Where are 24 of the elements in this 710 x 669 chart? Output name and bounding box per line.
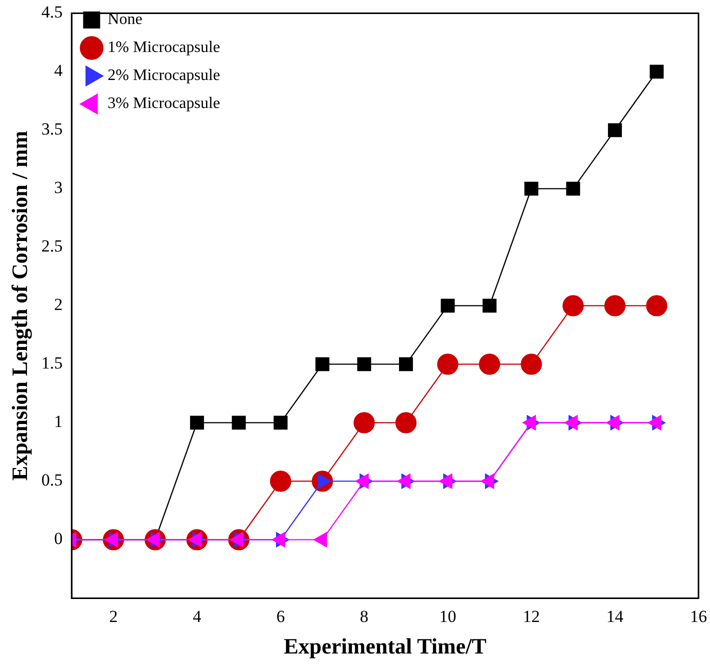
y-tick-label: 2.5	[41, 236, 63, 256]
y-tick-label: 3	[54, 178, 63, 198]
x-axis-title: Experimental Time/T	[284, 633, 487, 658]
legend-label: 3% Microcapsule	[108, 95, 220, 112]
x-tick-label: 10	[439, 606, 456, 626]
legend-label: 2% Microcapsule	[108, 67, 220, 84]
x-tick-label: 12	[522, 606, 540, 626]
legend-label: 1% Microcapsule	[108, 39, 220, 56]
y-tick-label: 1.5	[41, 354, 63, 373]
x-tick-label: 4	[192, 606, 202, 626]
x-tick-label: 8	[360, 606, 368, 626]
y-axis-title: Expansion Length of Corrosion / mm	[6, 130, 32, 481]
x-tick-label: 14	[606, 606, 624, 626]
legend-label: None	[108, 11, 142, 28]
y-tick-label: 4	[54, 61, 64, 80]
y-tick-label: 0.5	[41, 470, 63, 490]
x-tick-label: 2	[109, 606, 118, 626]
y-tick-label: 3.5	[41, 120, 63, 139]
y-tick-label: 2	[54, 295, 63, 314]
y-tick-label: 1	[54, 412, 63, 432]
x-tick-label: 16	[690, 606, 707, 626]
y-tick-label: 0	[54, 529, 63, 548]
x-tick-label: 6	[276, 606, 285, 626]
y-tick-label: 4.5	[41, 2, 63, 22]
